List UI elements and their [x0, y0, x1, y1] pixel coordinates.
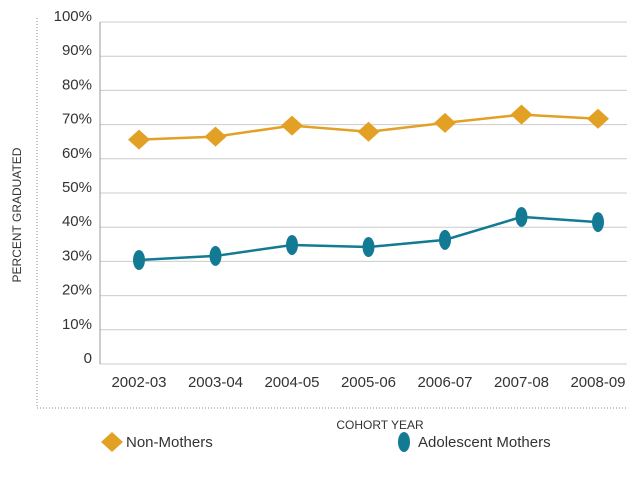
data-point [510, 104, 533, 125]
x-tick-label: 2005-06 [341, 374, 396, 391]
x-tick-label: 2002-03 [111, 374, 166, 391]
data-point [128, 129, 150, 150]
data-point [357, 121, 380, 142]
y-tick-label: 20% [62, 282, 92, 299]
data-point [439, 229, 451, 250]
x-tick-label: 2003-04 [188, 374, 243, 391]
x-tick-label: 2004-05 [264, 374, 319, 391]
legend-label: Adolescent Mothers [418, 434, 551, 451]
x-tick-label: 2008-09 [570, 374, 625, 391]
data-point [281, 115, 303, 136]
y-tick-label: 10% [62, 316, 92, 333]
data-point [209, 245, 222, 266]
data-point [587, 108, 609, 129]
y-tick-label: 0 [84, 350, 92, 367]
y-tick-label: 50% [62, 179, 92, 196]
data-point [362, 237, 375, 258]
legend-marker [101, 432, 123, 452]
y-tick-label: 70% [62, 111, 92, 128]
legend-label: Non-Mothers [126, 434, 213, 451]
y-tick-label: 90% [62, 42, 92, 59]
x-tick-label: 2006-07 [417, 374, 472, 391]
data-point [204, 126, 227, 147]
y-tick-label: 40% [62, 213, 92, 230]
y-tick-label: 60% [62, 145, 92, 162]
legend: Non-Mothers Adolescent Mothers [101, 432, 551, 452]
data-point [434, 112, 456, 133]
x-tick-label: 2007-08 [494, 374, 549, 391]
data-point [133, 250, 145, 271]
legend-marker [398, 432, 410, 452]
y-tick-label: 80% [62, 76, 92, 93]
data-point [515, 206, 528, 227]
y-tick-label: 30% [62, 247, 92, 264]
data-point [592, 212, 604, 233]
x-axis-title: COHORT YEAR [336, 418, 424, 432]
y-axis-title: PERCENT GRADUATED [10, 147, 24, 282]
y-tick-label: 100% [54, 8, 92, 25]
data-point [286, 234, 298, 255]
